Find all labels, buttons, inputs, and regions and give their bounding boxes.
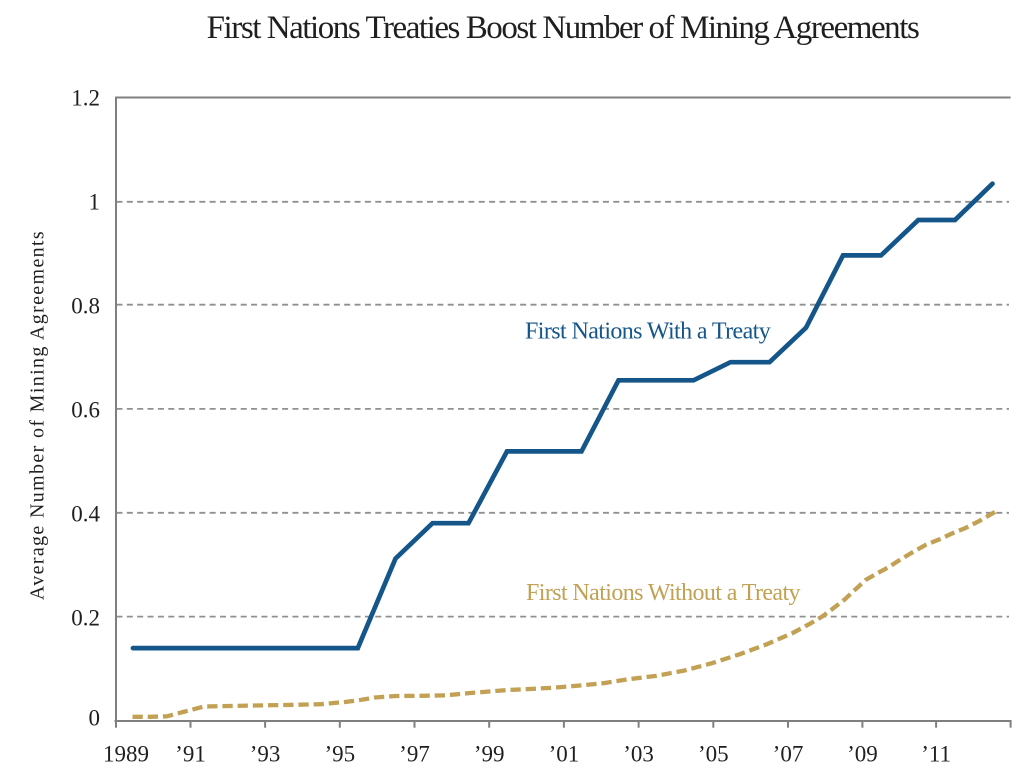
svg-text:0.2: 0.2 <box>71 606 100 631</box>
svg-text:First Nations Without a Treaty: First Nations Without a Treaty <box>526 580 801 606</box>
svg-text:’09: ’09 <box>847 742 878 767</box>
svg-text:1: 1 <box>89 190 101 215</box>
svg-text:0: 0 <box>89 705 101 730</box>
svg-text:Average Number of Mining Agree: Average Number of Mining Agreements <box>27 230 49 600</box>
svg-text:’91: ’91 <box>175 742 206 767</box>
svg-text:First Nations With a Treaty: First Nations With a Treaty <box>525 319 771 345</box>
svg-text:’93: ’93 <box>250 742 281 767</box>
svg-text:’03: ’03 <box>623 742 654 767</box>
svg-text:’97: ’97 <box>399 742 430 767</box>
svg-text:’07: ’07 <box>773 742 804 767</box>
svg-text:’11: ’11 <box>921 742 951 767</box>
svg-text:First Nations Treaties Boost N: First Nations Treaties Boost Number of M… <box>207 10 919 46</box>
svg-text:’05: ’05 <box>698 742 729 767</box>
svg-text:0.8: 0.8 <box>71 294 100 319</box>
svg-text:’01: ’01 <box>549 742 580 767</box>
svg-text:0.6: 0.6 <box>71 398 100 423</box>
svg-text:1.2: 1.2 <box>71 86 100 111</box>
svg-text:’95: ’95 <box>324 742 355 767</box>
svg-text:0.4: 0.4 <box>71 502 100 527</box>
svg-text:1989: 1989 <box>103 742 149 767</box>
svg-text:’99: ’99 <box>474 742 505 767</box>
